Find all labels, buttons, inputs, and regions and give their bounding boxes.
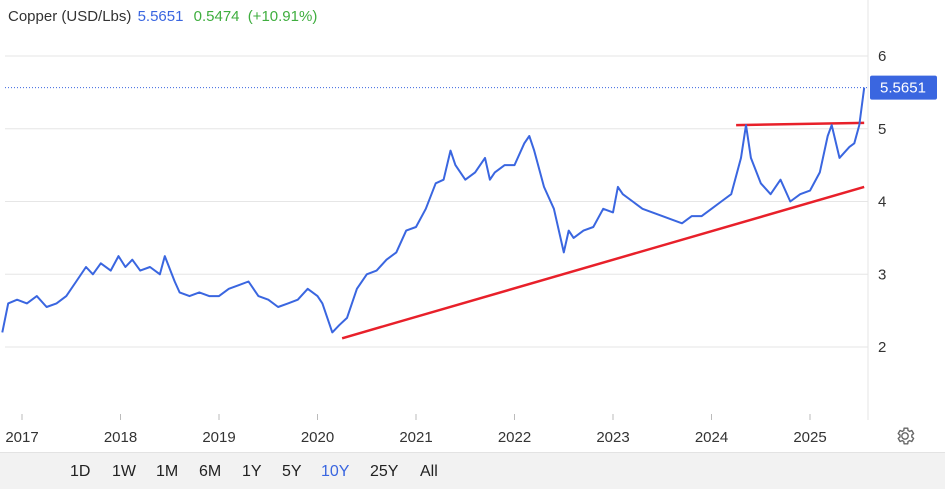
gridlines bbox=[5, 0, 869, 420]
range-button-1w[interactable]: 1W bbox=[112, 463, 136, 480]
x-tick-label: 2024 bbox=[695, 429, 728, 446]
y-tick-label: 3 bbox=[878, 266, 886, 283]
range-button-25y[interactable]: 25Y bbox=[370, 463, 399, 480]
y-tick-label: 2 bbox=[878, 339, 886, 356]
trendline bbox=[341, 185, 865, 340]
y-tick-label: 5 bbox=[878, 121, 886, 138]
range-button-1d[interactable]: 1D bbox=[70, 463, 91, 480]
x-tick-label: 2017 bbox=[5, 429, 38, 446]
x-tick-label: 2020 bbox=[301, 429, 334, 446]
range-button-6m[interactable]: 6M bbox=[199, 463, 222, 480]
x-tick-label: 2021 bbox=[399, 429, 432, 446]
header-change-pct: (+10.91%) bbox=[247, 8, 318, 25]
price-tag-text: 5.5651 bbox=[880, 80, 926, 97]
series-line-copper bbox=[1, 87, 866, 334]
range-button-all[interactable]: All bbox=[420, 463, 438, 480]
range-selector: 1D 1W 1M 6M 1Y 5Y 10Y 25Y All bbox=[0, 452, 945, 489]
range-button-10y[interactable]: 10Y bbox=[321, 463, 350, 480]
range-button-1y[interactable]: 1Y bbox=[242, 463, 262, 480]
y-axis-ticks: 2 3 4 5 6 bbox=[878, 48, 886, 356]
header-change: 0.5474 bbox=[193, 8, 240, 25]
chart-header: Copper (USD/Lbs) 5.5651 0.5474 (+10.91%) bbox=[8, 8, 317, 25]
x-tick-label: 2018 bbox=[104, 429, 137, 446]
range-button-5y[interactable]: 5Y bbox=[282, 463, 302, 480]
x-tick-label: 2019 bbox=[202, 429, 235, 446]
y-tick-label: 4 bbox=[878, 194, 886, 211]
x-tick-label: 2023 bbox=[596, 429, 629, 446]
range-button-1m[interactable]: 1M bbox=[156, 463, 179, 480]
y-tick-label: 6 bbox=[878, 48, 886, 65]
x-axis-ticks: 2017 2018 2019 2020 2021 2022 2023 2024 2025 bbox=[5, 414, 827, 446]
price-tag: 5.5651 bbox=[870, 75, 937, 100]
trendline bbox=[736, 121, 865, 127]
price-tag-bg bbox=[870, 75, 937, 100]
gear-icon[interactable] bbox=[894, 425, 916, 447]
instrument-title: Copper (USD/Lbs) bbox=[8, 8, 132, 25]
x-tick-label: 2022 bbox=[498, 429, 531, 446]
header-price: 5.5651 bbox=[137, 8, 184, 25]
trendlines bbox=[341, 121, 865, 340]
x-tick-label: 2025 bbox=[793, 429, 826, 446]
